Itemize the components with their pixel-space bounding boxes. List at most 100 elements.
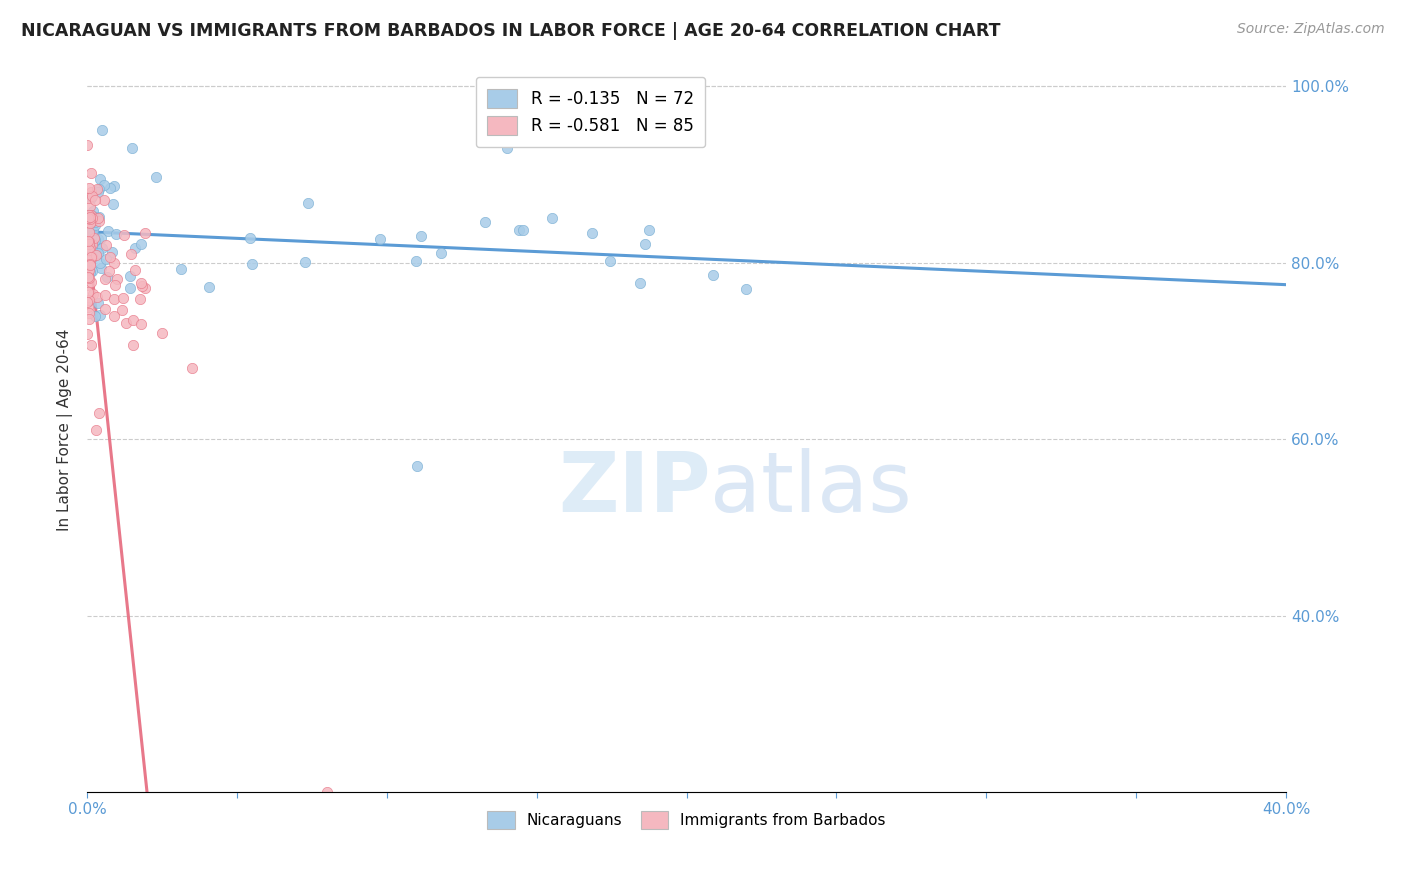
- Point: [112, 291, 135, 305]
- Point: [115, 316, 138, 330]
- Point: [82, 236, 104, 251]
- Point: [735, 282, 758, 296]
- Point: [87, 182, 110, 196]
- Point: [77, 270, 100, 285]
- Point: [77, 243, 100, 257]
- Point: [98, 263, 121, 277]
- Point: [84, 423, 107, 437]
- Point: [80, 250, 103, 264]
- Point: [79, 251, 101, 265]
- Point: [76, 327, 98, 342]
- Point: [80, 214, 103, 228]
- Point: [87, 185, 110, 199]
- Point: [91, 123, 114, 137]
- Point: [103, 179, 125, 194]
- Point: [129, 237, 152, 252]
- Point: [134, 281, 156, 295]
- Point: [105, 272, 128, 286]
- Point: [104, 277, 127, 292]
- Point: [87, 232, 110, 246]
- Point: [80, 191, 103, 205]
- Point: [84, 248, 107, 262]
- Point: [429, 246, 451, 260]
- Point: [79, 258, 101, 272]
- Point: [77, 225, 100, 239]
- Point: [84, 240, 107, 254]
- Point: [77, 270, 100, 285]
- Point: [541, 211, 564, 226]
- Point: [637, 223, 659, 237]
- Point: [77, 312, 100, 326]
- Point: [89, 255, 111, 269]
- Point: [96, 252, 118, 266]
- Point: [94, 288, 117, 302]
- Point: [80, 208, 103, 222]
- Point: [82, 210, 104, 224]
- Point: [76, 234, 98, 248]
- Point: [80, 275, 103, 289]
- Point: [77, 249, 100, 263]
- Point: [90, 230, 112, 244]
- Point: [599, 254, 621, 268]
- Point: [129, 277, 152, 291]
- Point: [96, 270, 118, 285]
- Point: [84, 193, 107, 207]
- Point: [79, 242, 101, 256]
- Text: atlas: atlas: [710, 448, 912, 529]
- Point: [103, 292, 125, 306]
- Point: [87, 296, 110, 310]
- Point: [124, 241, 146, 255]
- Point: [94, 272, 117, 286]
- Point: [145, 170, 167, 185]
- Point: [77, 253, 100, 268]
- Point: [405, 254, 427, 268]
- Point: [80, 338, 103, 352]
- Point: [121, 141, 143, 155]
- Point: [82, 222, 104, 236]
- Point: [124, 263, 146, 277]
- Point: [93, 193, 115, 207]
- Point: [77, 266, 100, 280]
- Point: [79, 263, 101, 277]
- Point: [80, 264, 103, 278]
- Point: [131, 278, 153, 293]
- Point: [83, 233, 105, 247]
- Point: [84, 309, 107, 323]
- Point: [120, 247, 142, 261]
- Point: [105, 227, 128, 241]
- Point: [79, 213, 101, 227]
- Point: [77, 211, 100, 226]
- Point: [86, 290, 108, 304]
- Point: [77, 293, 100, 307]
- Point: [77, 208, 100, 222]
- Point: [508, 223, 530, 237]
- Point: [83, 211, 105, 225]
- Point: [82, 204, 104, 219]
- Point: [91, 241, 114, 255]
- Point: [77, 234, 100, 248]
- Point: [84, 218, 107, 232]
- Point: [129, 318, 152, 332]
- Text: Source: ZipAtlas.com: Source: ZipAtlas.com: [1237, 22, 1385, 37]
- Point: [79, 265, 101, 279]
- Point: [79, 210, 101, 224]
- Point: [76, 277, 98, 292]
- Point: [101, 244, 124, 259]
- Point: [581, 226, 603, 240]
- Point: [702, 268, 724, 283]
- Point: [122, 313, 145, 327]
- Point: [94, 238, 117, 252]
- Point: [86, 244, 108, 259]
- Point: [405, 458, 427, 473]
- Point: [89, 172, 111, 186]
- Point: [103, 197, 125, 211]
- Text: NICARAGUAN VS IMMIGRANTS FROM BARBADOS IN LABOR FORCE | AGE 20-64 CORRELATION CH: NICARAGUAN VS IMMIGRANTS FROM BARBADOS I…: [21, 22, 1001, 40]
- Point: [77, 210, 100, 224]
- Point: [79, 186, 101, 200]
- Point: [79, 199, 101, 213]
- Point: [315, 785, 337, 799]
- Point: [98, 250, 121, 264]
- Point: [77, 305, 100, 319]
- Point: [77, 285, 100, 300]
- Point: [87, 246, 110, 260]
